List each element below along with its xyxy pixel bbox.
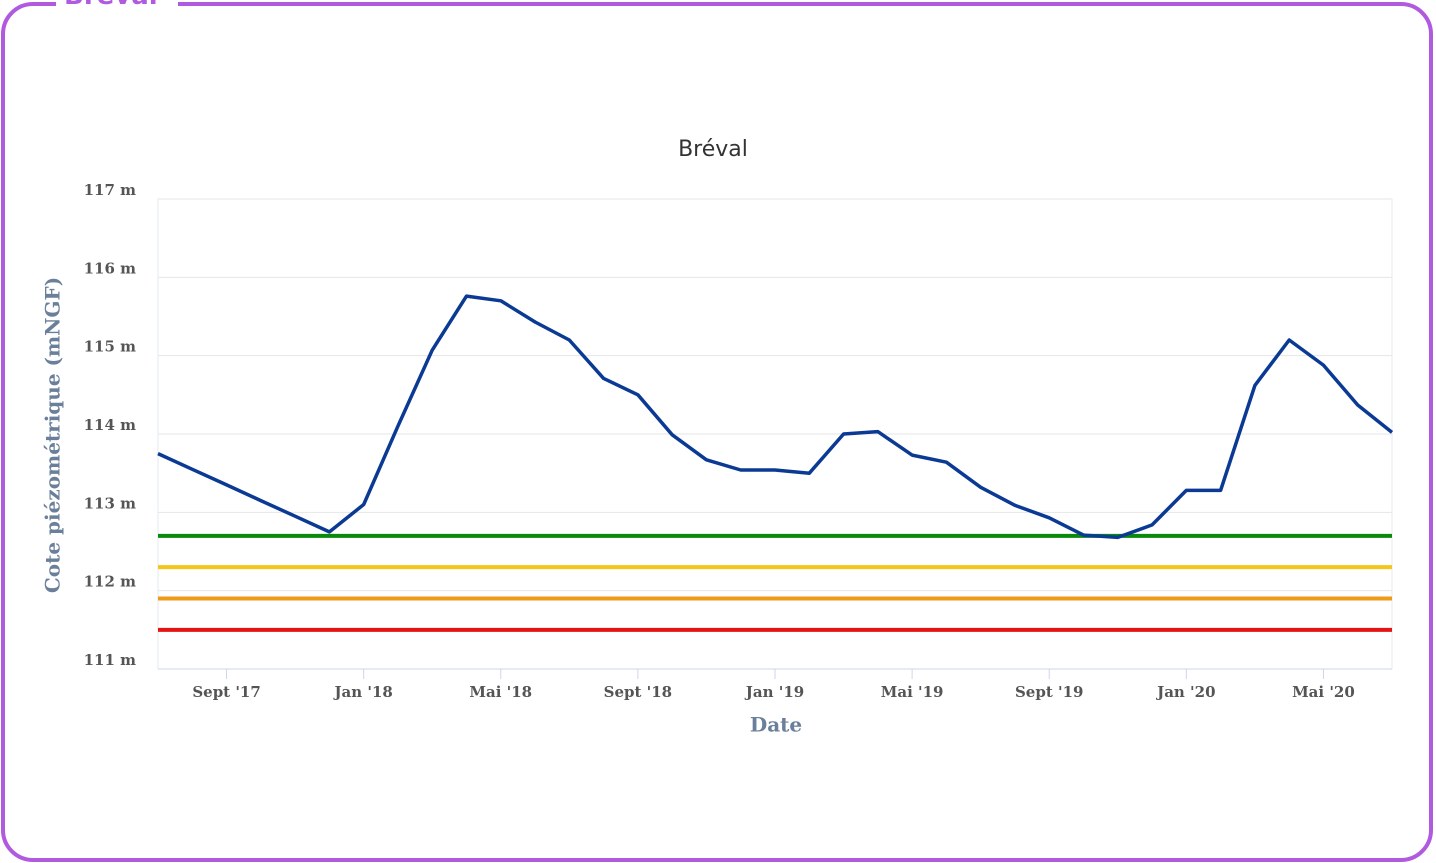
panel-title: Bréval (64, 0, 158, 11)
y-axis-title: Cote piézométrique (mNGF) (41, 277, 65, 593)
x-tick-label: Mai '20 (1292, 683, 1355, 701)
x-tick-label: Sept '18 (604, 683, 672, 701)
y-tick-label: 117 m (84, 181, 137, 199)
x-tick-label: Mai '18 (469, 683, 532, 701)
x-tick-label: Sept '17 (192, 683, 260, 701)
x-axis-title: Date (750, 713, 802, 737)
y-tick-label: 115 m (84, 338, 137, 356)
y-tick-label: 116 m (84, 259, 137, 277)
y-tick-label: 113 m (84, 494, 137, 512)
data-line (157, 294, 1394, 540)
x-tick-label: Jan '18 (332, 683, 392, 701)
x-tick-label: Sept '19 (1015, 683, 1083, 701)
x-tick-label: Mai '19 (881, 683, 944, 701)
chart-title: Bréval (678, 137, 748, 162)
y-tick-label: 112 m (84, 573, 137, 591)
y-tick-label: 111 m (84, 651, 137, 669)
y-tick-label: 114 m (84, 416, 137, 434)
legend-gap (56, 0, 178, 12)
x-tick-label: Jan '19 (744, 683, 804, 701)
x-tick-label: Jan '20 (1155, 683, 1215, 701)
